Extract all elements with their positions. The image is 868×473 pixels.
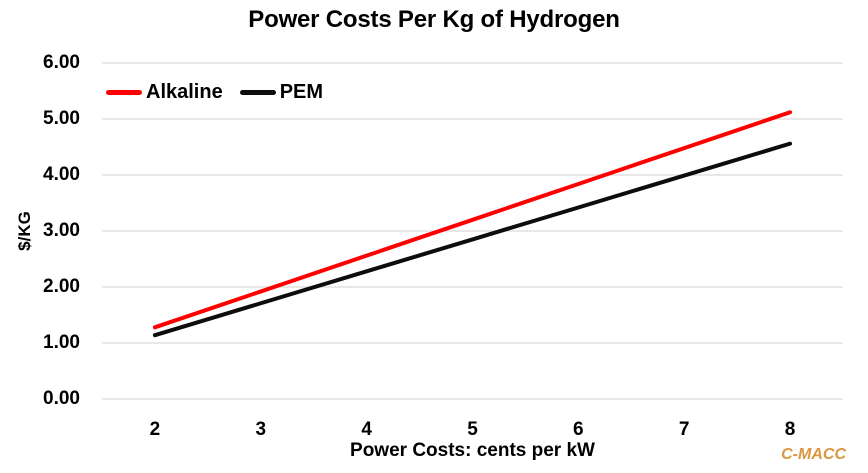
watermark-cmacc: C-MACC: [781, 446, 846, 463]
x-tick-label: 5: [467, 419, 478, 440]
legend: Alkaline PEM: [106, 80, 323, 104]
x-tick-label: 6: [573, 419, 584, 440]
series-line-pem: [152, 141, 793, 338]
chart-title: Power Costs Per Kg of Hydrogen: [248, 6, 620, 33]
y-tick-label: 1.00: [43, 332, 80, 353]
alkaline-line-swatch-icon: [106, 89, 142, 95]
x-tick-label: 4: [361, 419, 372, 440]
y-tick-label: 5.00: [43, 108, 80, 129]
y-tick-label: 4.00: [43, 164, 80, 185]
y-tick-label: 3.00: [43, 220, 80, 241]
x-axis-title: Power Costs: cents per kW: [350, 440, 595, 461]
x-tick-label: 7: [678, 419, 690, 440]
pem-line-swatch-icon: [239, 89, 276, 95]
x-tick-label: 3: [255, 419, 267, 440]
legend-label-alkaline: Alkaline: [146, 81, 223, 103]
x-tick-label: 2: [149, 419, 161, 440]
legend-item-alkaline: Alkaline: [106, 80, 223, 104]
legend-label-pem: PEM: [279, 81, 324, 103]
y-tick-label: 0.00: [43, 388, 80, 409]
series-line-alkaline: [152, 110, 793, 330]
y-tick-label: 6.00: [43, 52, 80, 73]
x-tick-label: 8: [784, 419, 796, 440]
y-tick-label: 2.00: [43, 276, 80, 297]
legend-item-pem: PEM: [239, 80, 324, 104]
